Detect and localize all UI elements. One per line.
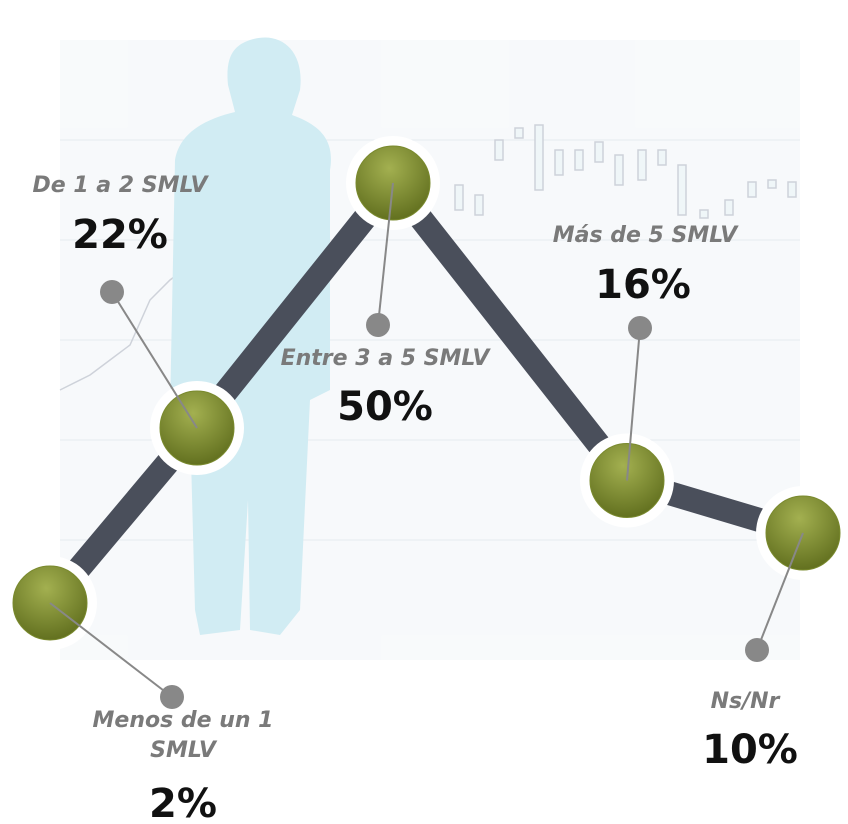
connector [111,291,198,429]
connector-dot [100,280,124,304]
category-label: De 1 a 2 SMLV [32,173,208,198]
connector [49,602,173,698]
connector-dot [366,313,390,337]
category-label: Menos de un 1 SMLV [92,708,274,763]
connector-dot [160,685,184,709]
connector-dot [745,638,769,662]
connector [756,532,804,651]
value-label: 22% [72,212,168,258]
background [59,37,800,660]
value-label: 50% [337,384,433,430]
category-label: Ns/Nr [710,689,780,714]
category-label: Más de 5 SMLV [552,223,738,248]
value-label: 10% [702,727,798,773]
connector [377,182,394,326]
connector [626,327,641,481]
value-label: 2% [149,781,217,824]
category-label: Entre 3 a 5 SMLV [280,346,490,371]
connector-dot [628,316,652,340]
value-label: 16% [595,262,691,308]
